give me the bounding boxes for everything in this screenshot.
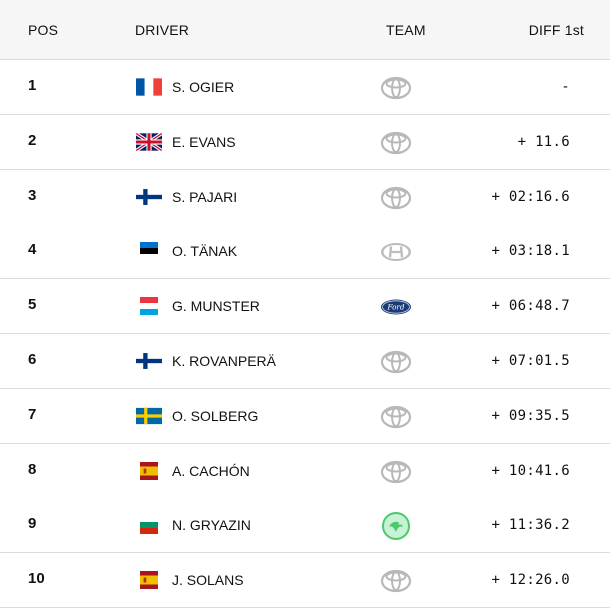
table-row[interactable]: 7 O. SOLBERG + 09:35.5 (0, 388, 610, 444)
flag-fi-icon (136, 188, 162, 206)
header-pos[interactable]: POS (28, 22, 59, 38)
hyundai-logo-icon (380, 237, 412, 267)
table-row[interactable]: 4 O. TÄNAK + 03:18.1 (0, 224, 610, 280)
position-number: 5 (28, 296, 37, 314)
flag-bg-icon (136, 516, 162, 535)
driver-name[interactable]: O. SOLBERG (172, 407, 259, 424)
flag-se-icon (136, 407, 162, 425)
toyota-logo-icon (380, 183, 412, 213)
flag-es-icon (136, 461, 162, 480)
flag-lu-icon (136, 297, 162, 316)
toyota-logo-icon (380, 73, 412, 103)
diff-to-first: + 02:16.6 (491, 188, 570, 205)
flag-fi-icon (136, 352, 162, 370)
flag-gb-icon (136, 132, 162, 151)
svg-text:Ford: Ford (387, 303, 405, 312)
position-number: 2 (28, 131, 37, 149)
flag-ee-icon (136, 242, 162, 261)
position-number: 9 (28, 515, 37, 533)
table-row[interactable]: 8 A. CACHÓN + 10:41.6 (0, 443, 610, 499)
position-number: 1 (28, 77, 37, 94)
position-number: 4 (28, 241, 37, 259)
table-row[interactable]: 5 G. MUNSTER Ford + 06:48.7 (0, 279, 610, 335)
table-row[interactable]: 6 K. ROVANPERÄ + 07:01.5 (0, 334, 610, 389)
driver-name[interactable]: A. CACHÓN (172, 462, 250, 479)
flag-es-icon (136, 571, 162, 590)
table-row[interactable]: 3 S. PAJARI + 02:16.6 (0, 169, 610, 225)
position-number: 7 (28, 405, 37, 423)
driver-name[interactable]: G. MUNSTER (172, 298, 260, 315)
position-number: 6 (28, 351, 37, 368)
diff-to-first: + 11:36.2 (491, 517, 570, 534)
ford-logo-icon: Ford (380, 292, 412, 322)
table-row[interactable]: 10 J. SOLANS + 12:26.0 (0, 553, 610, 608)
position-number: 8 (28, 460, 37, 478)
diff-to-first: + 03:18.1 (491, 243, 570, 260)
driver-name[interactable]: J. SOLANS (172, 572, 244, 589)
diff-to-first: - (561, 79, 570, 95)
driver-name[interactable]: N. GRYAZIN (172, 517, 251, 534)
diff-to-first: + 12:26.0 (491, 572, 570, 589)
toyota-logo-icon (380, 402, 412, 432)
table-row[interactable]: 2 E. EVANS + 11.6 (0, 114, 610, 170)
diff-to-first: + 09:35.5 (491, 407, 570, 424)
driver-name[interactable]: K. ROVANPERÄ (172, 353, 276, 369)
position-number: 10 (28, 570, 45, 588)
toyota-logo-icon (380, 128, 412, 158)
skoda-logo-icon (380, 511, 412, 541)
toyota-logo-icon (380, 566, 412, 596)
position-number: 3 (28, 186, 37, 204)
diff-to-first: + 06:48.7 (491, 298, 570, 315)
table-row[interactable]: 9 N. GRYAZIN + 11:36.2 (0, 498, 610, 554)
driver-name[interactable]: E. EVANS (172, 133, 236, 150)
driver-name[interactable]: O. TÄNAK (172, 243, 238, 260)
driver-name[interactable]: S. OGIER (172, 79, 235, 95)
flag-fr-icon (136, 78, 162, 96)
header-driver[interactable]: DRIVER (135, 22, 190, 38)
table-header: POS DRIVER TEAM DIFF 1st (0, 0, 610, 60)
diff-to-first: + 11.6 (517, 133, 570, 150)
header-team[interactable]: TEAM (386, 22, 426, 38)
diff-to-first: + 10:41.6 (491, 462, 570, 479)
table-row[interactable]: 1 S. OGIER - (0, 60, 610, 115)
header-diff[interactable]: DIFF 1st (528, 22, 584, 38)
toyota-logo-icon (380, 457, 412, 487)
driver-name[interactable]: S. PAJARI (172, 188, 238, 205)
toyota-logo-icon (380, 347, 412, 377)
diff-to-first: + 07:01.5 (491, 353, 570, 369)
